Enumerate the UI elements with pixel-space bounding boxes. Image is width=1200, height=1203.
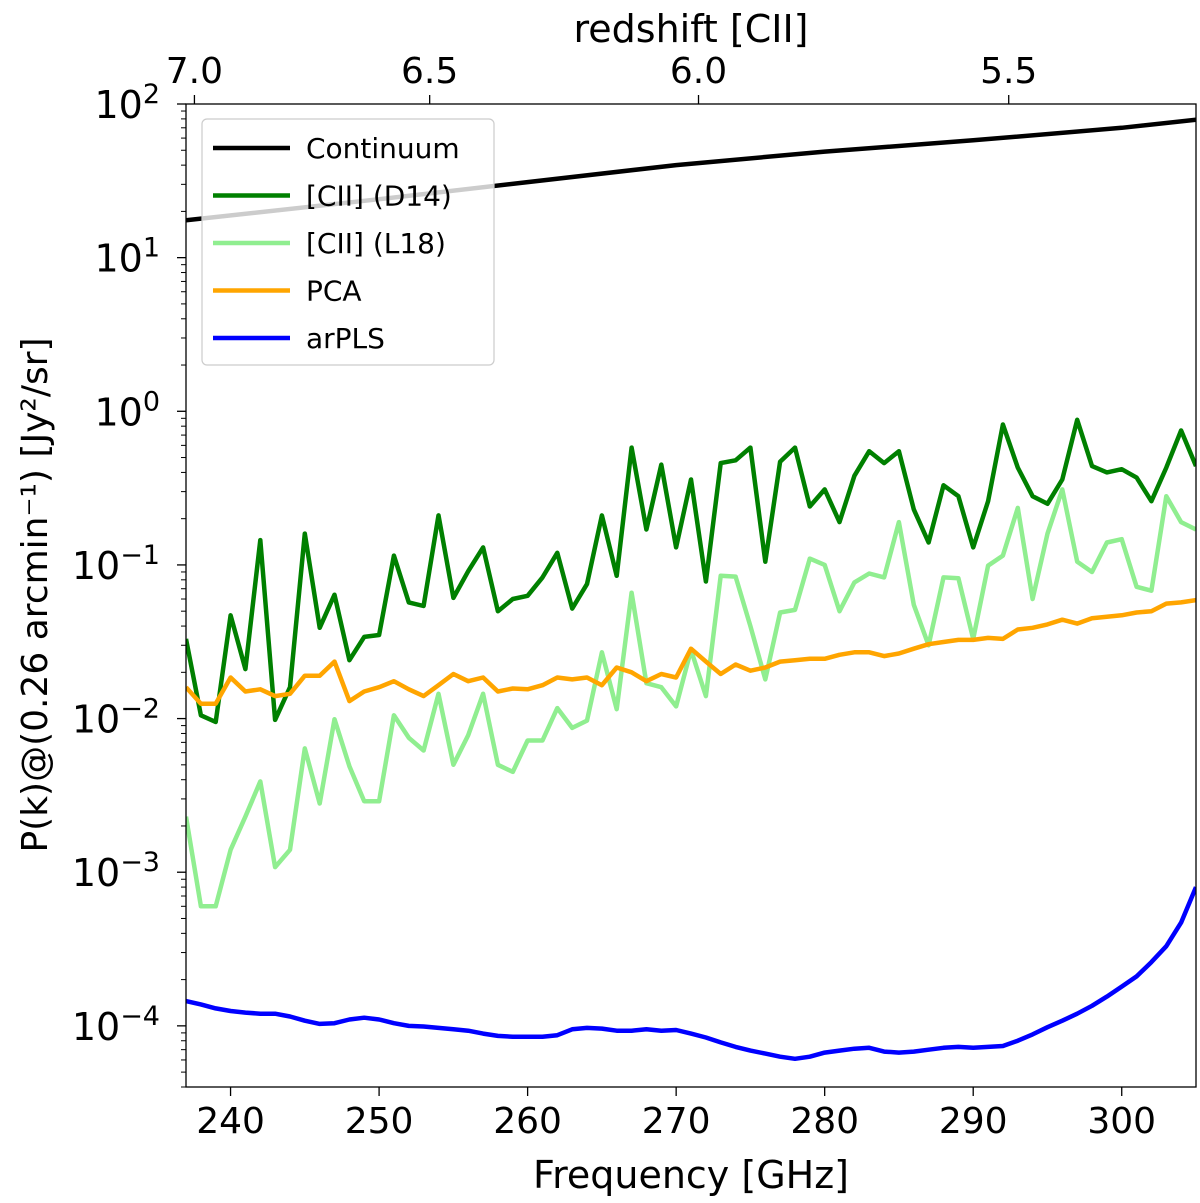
legend-box [201,118,495,366]
legend-label: PCA [306,275,362,308]
legend: Continuum [CII] (D14) [CII] (L18) PCA arPLS [201,118,495,366]
legend-label: Continuum [306,132,460,165]
x-tick-label: 240 [196,1101,265,1142]
top-tick-label: 7.0 [166,51,223,92]
y-axis: 10−4 10−3 10−2 10−1 100 101 102 [72,79,186,1088]
top-tick-label: 6.5 [401,51,458,92]
top-axis-label: redshift [CII] [573,7,808,51]
y-axis-label: P(k)@(0.26 arcmin⁻¹) [Jy²/sr] [15,337,56,852]
x-axis: 240 250 260 270 280 290 300 [196,1087,1156,1142]
legend-label: [CII] (L18) [306,227,446,260]
y-tick-label: 10−2 [72,694,160,742]
series-line-2 [186,487,1196,909]
x-tick-label: 300 [1087,1101,1156,1142]
top-tick-label: 5.5 [980,51,1037,92]
series-line-3 [186,597,1196,706]
series-line-1 [186,417,1196,725]
y-tick-label: 10−3 [72,847,160,895]
x-axis-label: Frequency [GHz] [533,1153,849,1197]
y-tick-label: 100 [94,386,160,434]
x-tick-label: 290 [939,1101,1008,1142]
legend-label: arPLS [306,322,385,355]
x-tick-label: 280 [790,1101,859,1142]
series-line-4 [186,886,1196,1062]
x-tick-label: 270 [642,1101,711,1142]
y-tick-label: 10−4 [72,1001,160,1049]
y-tick-label: 101 [94,233,160,281]
x-tick-label: 260 [493,1101,562,1142]
y-tick-label: 102 [94,79,160,127]
legend-label: [CII] (D14) [306,180,452,213]
top-axis: 7.0 6.5 6.0 5.5 [166,51,1037,104]
x-tick-label: 250 [345,1101,414,1142]
plot-frame [185,103,1197,1088]
y-tick-label: 10−1 [72,540,160,588]
series-layer [186,117,1196,1062]
top-tick-label: 6.0 [670,51,727,92]
